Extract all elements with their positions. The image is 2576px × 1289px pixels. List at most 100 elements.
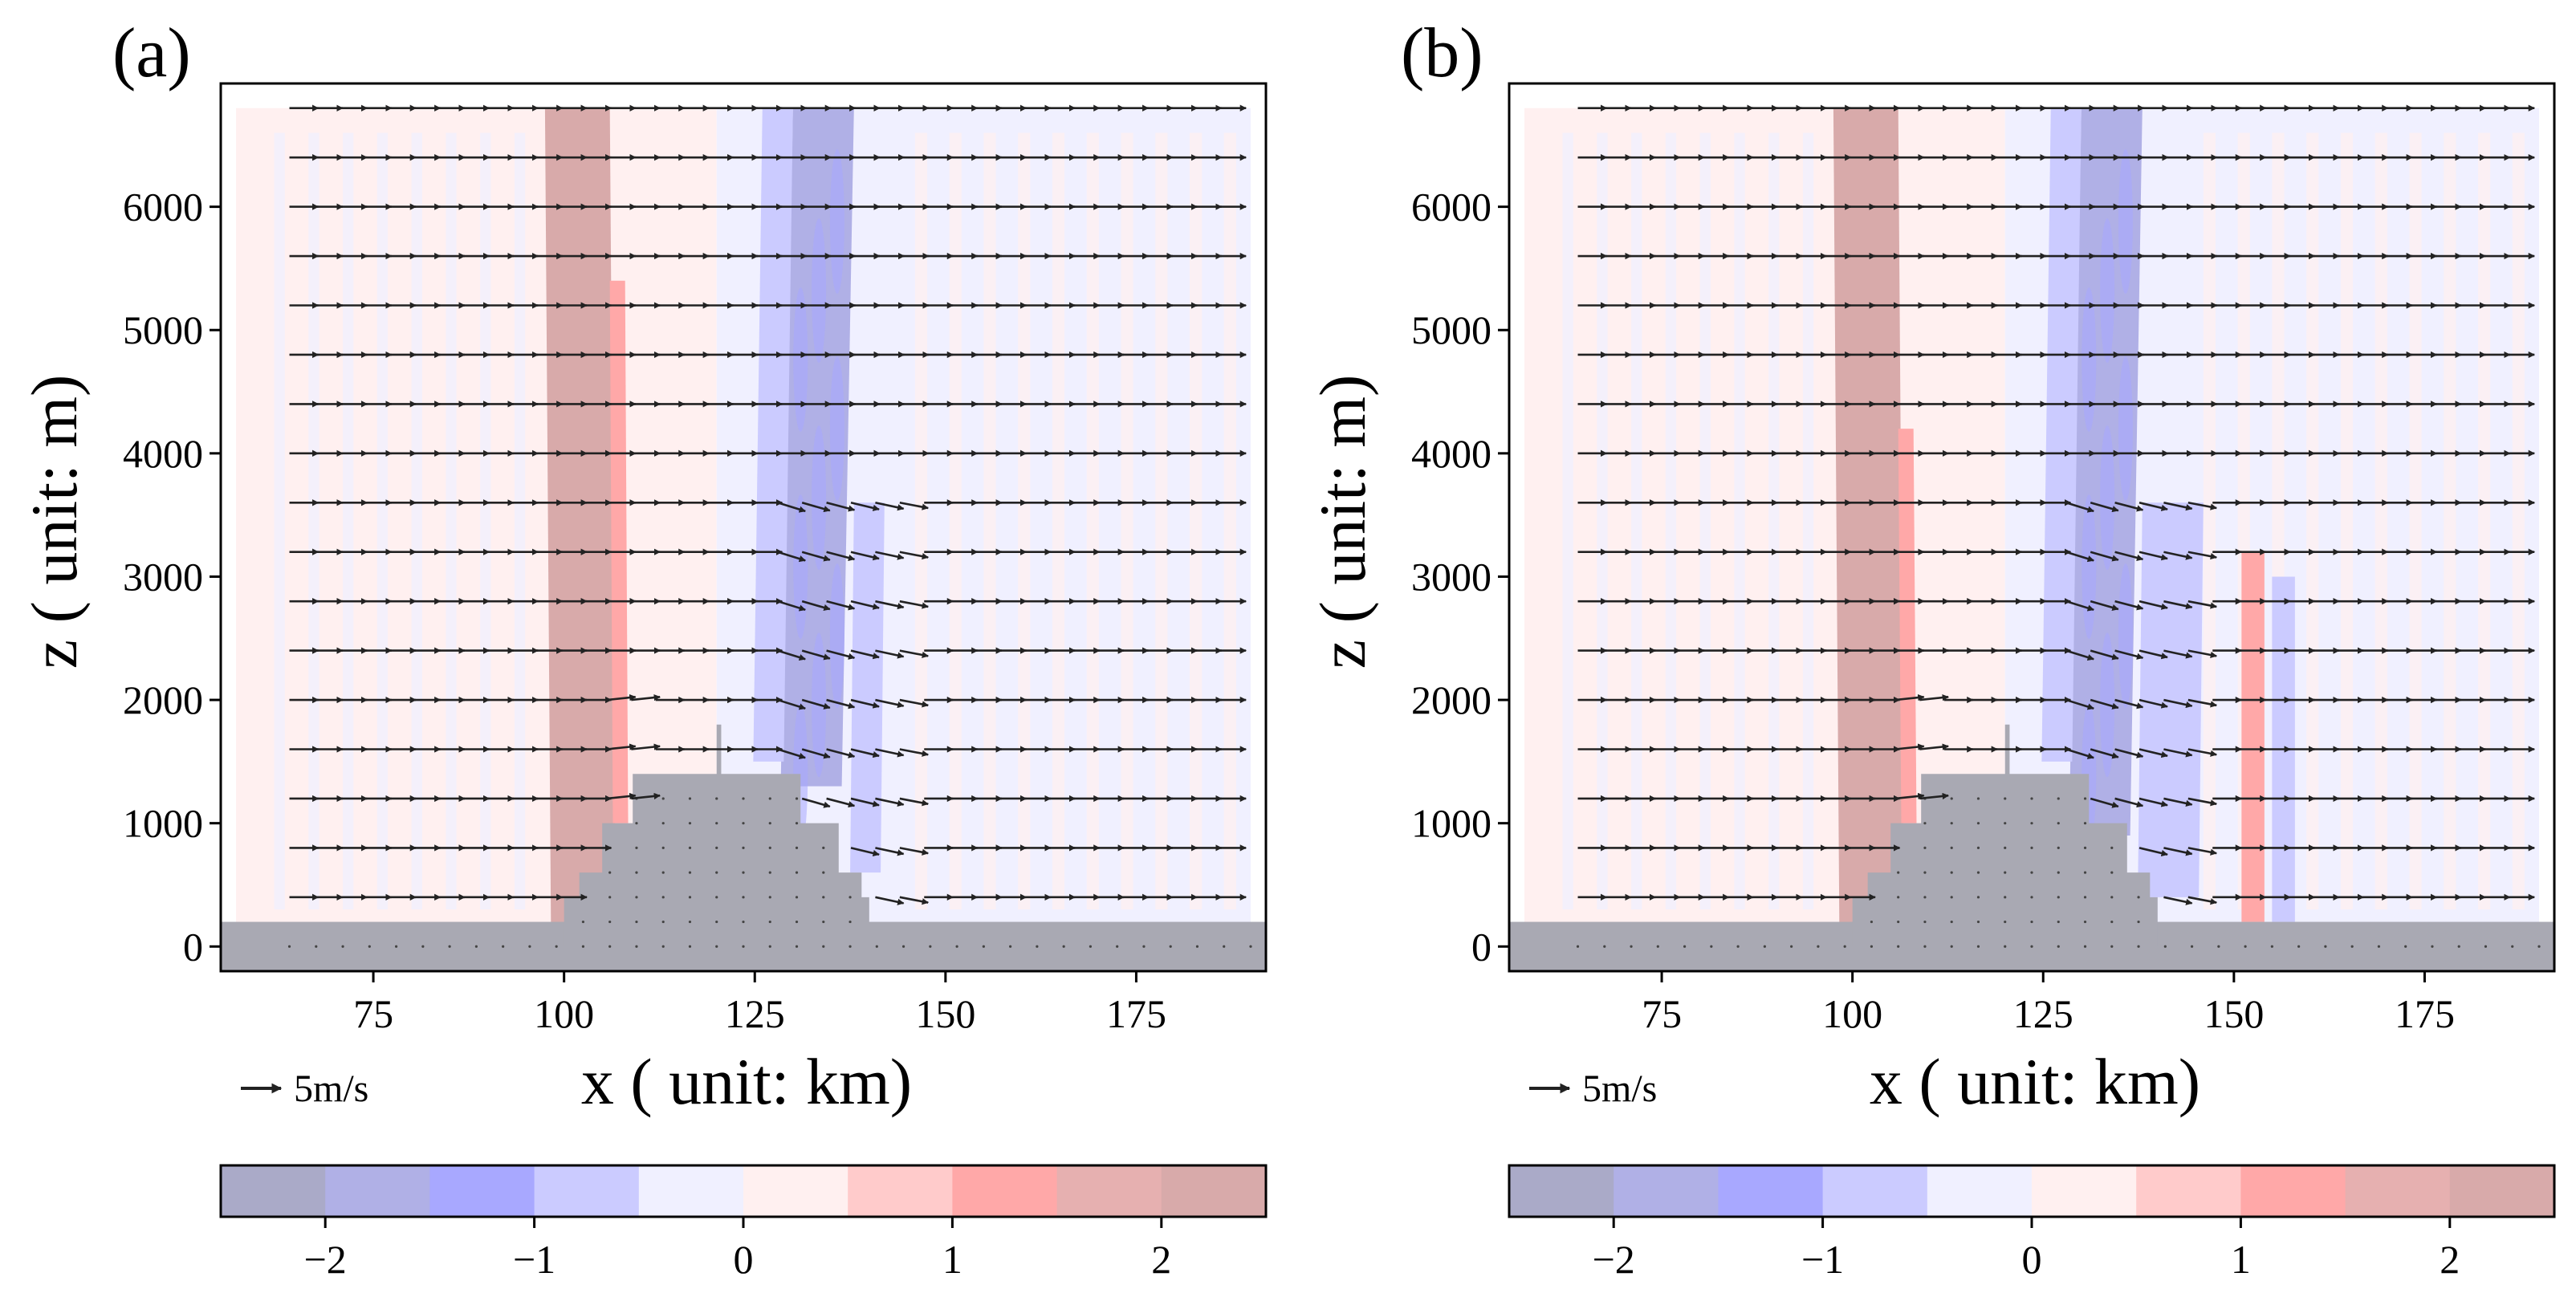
field-streak: [2100, 425, 2115, 571]
terrain-dot: [822, 920, 825, 924]
ytick-label: 0: [183, 924, 203, 969]
field-anomaly-band: [753, 108, 793, 762]
field-stripe: [1052, 132, 1065, 910]
terrain-dot: [2110, 920, 2114, 924]
field-stripe: [1597, 132, 1608, 910]
panel-b-yaxis: 0 1000 2000 3000 4000 5000 6000: [1411, 185, 1509, 969]
terrain-dot: [1950, 846, 1953, 849]
wind-arrow: [1919, 743, 1949, 750]
terrain-dot: [1169, 945, 1172, 948]
terrain-dot: [795, 797, 799, 800]
wind-arrow: [2114, 649, 2144, 660]
terrain-dot: [1950, 896, 1953, 899]
terrain-dot: [1923, 896, 1927, 899]
wind-arrow: [2139, 748, 2168, 758]
terrain-dot: [875, 945, 878, 948]
terrain-dot: [1817, 945, 1820, 948]
field-stripe: [2444, 132, 2456, 910]
wind-arrow: [2114, 748, 2144, 758]
terrain-dot: [768, 896, 771, 899]
terrain-dot: [2083, 797, 2087, 800]
terrain-dot: [555, 945, 558, 948]
wind-arrow: [875, 649, 905, 659]
terrain-dot: [661, 846, 665, 849]
terrain-dot: [1843, 945, 1846, 948]
wind-arrow: [2163, 896, 2193, 905]
panel-b-colorbar: −2 −1 0 1 2: [1508, 1164, 2556, 1282]
terrain-dot: [608, 945, 612, 948]
panel-a-quiver-key-label: 5m/s: [294, 1067, 368, 1110]
field-stripe: [1768, 132, 1780, 910]
wind-arrow: [850, 551, 880, 561]
wind-arrow: [2114, 551, 2144, 561]
terrain-dot: [742, 945, 745, 948]
wind-arrow: [631, 693, 661, 701]
wind-arrow: [2065, 600, 2094, 612]
ytick-label: 3000: [1411, 554, 1491, 599]
field-anomaly-band: [1833, 108, 1905, 947]
wind-arrow: [875, 551, 905, 560]
ytick-label: 5000: [1411, 307, 1491, 352]
terrain-dot: [635, 871, 638, 874]
terrain-dot: [1950, 945, 1953, 948]
terrain-dot: [2110, 871, 2114, 874]
terrain-dot: [1976, 920, 1980, 924]
terrain-dot: [1683, 945, 1687, 948]
terrain-dot: [955, 945, 958, 948]
wind-arrow: [875, 797, 905, 807]
xtick-label: 125: [725, 991, 785, 1036]
colorbar-segment: [848, 1165, 953, 1217]
panel-a-xlabel: x ( unit: km): [581, 1045, 912, 1118]
terrain-dot: [1976, 846, 1980, 849]
terrain-dot: [581, 945, 585, 948]
terrain-dot: [2537, 945, 2541, 948]
terrain-dot: [1897, 920, 1900, 924]
terrain-dot: [661, 797, 665, 800]
wind-arrow: [2139, 600, 2168, 610]
wind-arrow: [826, 649, 856, 660]
terrain-dot: [688, 797, 692, 800]
terrain-dot: [2484, 945, 2488, 948]
terrain-dot: [1923, 920, 1927, 924]
panel-b-ylabel: z ( unit: m): [1306, 375, 1379, 669]
terrain-dot: [2004, 896, 2007, 899]
wind-arrow: [875, 896, 905, 905]
terrain-dot: [768, 822, 771, 825]
terrain-dot: [2030, 920, 2033, 924]
terrain-dot: [635, 896, 638, 899]
terrain-dot: [742, 797, 745, 800]
wind-arrow: [801, 502, 831, 513]
wind-arrow: [777, 551, 806, 563]
wind-arrow: [2187, 698, 2218, 708]
field-streak: [812, 218, 827, 364]
wind-arrow: [631, 743, 661, 750]
terrain-dot: [608, 896, 612, 899]
terrain-dot: [2030, 871, 2033, 874]
wind-arrow: [2187, 551, 2218, 560]
terrain-dot: [661, 945, 665, 948]
terrain-dot: [2110, 846, 2114, 849]
terrain-dot: [2377, 945, 2381, 948]
wind-arrow: [899, 748, 930, 757]
field-stripe: [274, 132, 285, 910]
wind-arrow: [631, 792, 661, 800]
terrain-dot: [1062, 945, 1065, 948]
terrain-dot: [2137, 945, 2140, 948]
field-streak: [2118, 563, 2133, 709]
terrain-dot: [2004, 871, 2007, 874]
terrain-dot: [2004, 822, 2007, 825]
terrain-dot: [2004, 920, 2007, 924]
wind-arrow: [2163, 551, 2193, 560]
terrain-dot: [2004, 945, 2007, 948]
wind-arrow: [2114, 600, 2144, 611]
field-stripe: [308, 132, 319, 910]
terrain-dot: [742, 871, 745, 874]
terrain-dot: [2110, 896, 2114, 899]
terrain-dot: [2030, 945, 2033, 948]
colorbar-segment: [221, 1165, 326, 1217]
colorbar-tick-label: −2: [304, 1237, 347, 1282]
terrain-dot: [848, 896, 852, 899]
terrain-dot: [848, 945, 852, 948]
terrain-dot: [715, 822, 718, 825]
